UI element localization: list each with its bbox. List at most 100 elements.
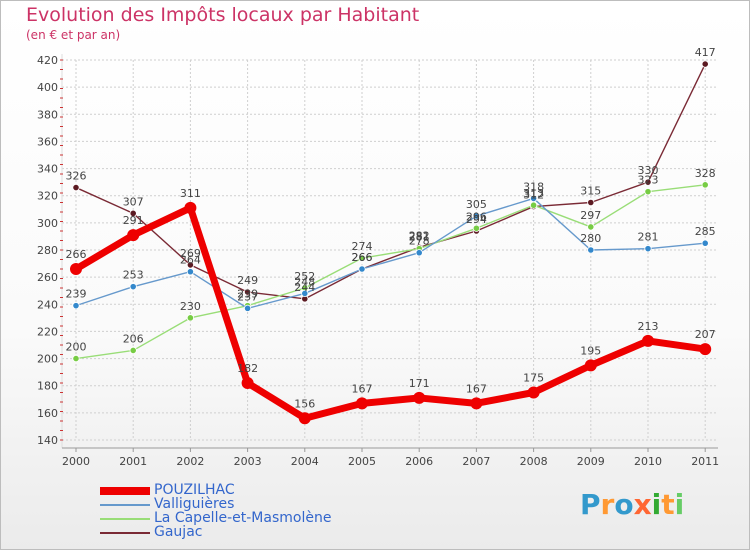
proxiti-logo: Proxiti — [580, 488, 684, 521]
data-label-la-capelle-et-masmol-ne-2010: 323 — [638, 174, 659, 187]
y-tick-label-160: 160 — [37, 407, 58, 420]
chart-title: Evolution des Impôts locaux par Habitant — [26, 4, 420, 26]
logo-letter: r — [600, 488, 615, 521]
x-tick-label-2005: 2005 — [348, 455, 376, 468]
y-tick-label-240: 240 — [37, 298, 58, 311]
data-label-gaujac-2001: 307 — [123, 195, 144, 208]
logo-letter: i — [651, 488, 662, 521]
data-label-valligui-res-2011: 285 — [695, 225, 716, 238]
y-tick-label-180: 180 — [37, 380, 58, 393]
series-line-la-capelle-et-masmol-ne — [75, 184, 706, 360]
series-line-gaujac — [75, 63, 706, 300]
x-tick-label-2010: 2010 — [634, 455, 662, 468]
series-layer — [70, 60, 712, 425]
data-point-valligui-res-2011 — [701, 239, 709, 247]
series-line-pouzilhac — [72, 204, 709, 422]
data-point-pouzilhac-2001 — [127, 229, 140, 242]
x-tick-label-2009: 2009 — [577, 455, 605, 468]
data-label-la-capelle-et-masmol-ne-2004: 252 — [294, 270, 315, 283]
x-tick-label-2006: 2006 — [405, 455, 433, 468]
data-point-valligui-res-2010 — [644, 245, 652, 253]
legend-swatch-valliguieres — [100, 504, 150, 506]
data-point-gaujac-2003 — [244, 288, 252, 296]
data-point-pouzilhac-2009 — [584, 359, 597, 372]
data-label-pouzilhac-2008: 175 — [523, 372, 544, 385]
data-point-valligui-res-2008 — [529, 194, 538, 203]
data-point-gaujac-2000 — [72, 183, 80, 192]
data-label-la-capelle-et-masmol-ne-2009: 297 — [580, 209, 601, 222]
data-label-valligui-res-2005: 266 — [352, 251, 373, 264]
data-point-valligui-res-2000 — [72, 302, 80, 310]
data-label-la-capelle-et-masmol-ne-2008: 313 — [523, 187, 544, 200]
legend-swatch-la-capelle — [100, 518, 150, 520]
y-tick-label-380: 380 — [37, 108, 58, 121]
series-line-valligui-res — [75, 197, 706, 310]
data-point-valligui-res-2003 — [244, 304, 252, 312]
y-tick-label-140: 140 — [37, 434, 58, 447]
legend-swatch-pouzilhac — [100, 487, 150, 495]
y-tick-label-280: 280 — [37, 244, 58, 257]
data-label-pouzilhac-2010: 213 — [638, 320, 659, 333]
legend-label-la-capelle: La Capelle-et-Masmolène — [154, 510, 332, 526]
data-label-valligui-res-2006: 278 — [409, 235, 430, 248]
data-label-gaujac-2008: 312 — [523, 189, 544, 202]
data-point-pouzilhac-2011 — [699, 343, 712, 356]
data-label-gaujac-2003: 249 — [237, 274, 258, 287]
data-point-la-capelle-et-masmol-ne-2002 — [186, 314, 194, 322]
data-point-gaujac-2009 — [587, 198, 595, 207]
data-label-valligui-res-2009: 280 — [580, 232, 601, 245]
data-label-la-capelle-et-masmol-ne-2002: 230 — [180, 300, 201, 313]
data-point-la-capelle-et-masmol-ne-2011 — [701, 181, 709, 189]
data-label-pouzilhac-2000: 266 — [66, 248, 87, 261]
data-label-gaujac-2011: 417 — [695, 46, 716, 59]
y-tick-label-340: 340 — [37, 163, 58, 176]
data-label-gaujac-2006: 282 — [409, 229, 430, 242]
data-label-valligui-res-2001: 253 — [123, 269, 144, 282]
data-point-valligui-res-2001 — [129, 283, 137, 291]
data-point-la-capelle-et-masmol-ne-2008 — [529, 201, 538, 209]
data-point-pouzilhac-2000 — [70, 263, 82, 275]
data-label-la-capelle-et-masmol-ne-2005: 274 — [352, 240, 373, 253]
data-label-pouzilhac-2005: 167 — [352, 382, 373, 395]
data-point-pouzilhac-2006 — [413, 391, 426, 404]
x-tick-label-2002: 2002 — [176, 455, 204, 468]
data-label-la-capelle-et-masmol-ne-2000: 200 — [66, 341, 87, 354]
axis-layer: 140 160 180 200 220 240 260 280 300 320 340 360 380 4… — [37, 54, 719, 468]
data-point-gaujac-2001 — [129, 209, 137, 217]
data-point-la-capelle-et-masmol-ne-2009 — [587, 223, 595, 231]
data-label-gaujac-2004: 244 — [294, 281, 315, 294]
data-label-layer: 326 307 269 249 244 266 282 294 312 315 330 417 200 2… — [66, 46, 716, 410]
data-point-gaujac-2011 — [701, 60, 709, 68]
data-point-valligui-res-2006 — [415, 249, 423, 257]
data-label-gaujac-2000: 326 — [66, 170, 87, 183]
data-point-la-capelle-et-masmol-ne-2005 — [358, 254, 366, 262]
data-point-pouzilhac-2002 — [184, 201, 197, 214]
data-label-pouzilhac-2007: 167 — [466, 382, 487, 395]
data-label-gaujac-2007: 294 — [466, 213, 487, 226]
y-tick-label-420: 420 — [37, 54, 58, 67]
y-tick-label-320: 320 — [37, 190, 58, 203]
data-label-pouzilhac-2009: 195 — [580, 344, 601, 357]
y-tick-label-300: 300 — [37, 217, 58, 230]
legend-label-gaujac: Gaujac — [154, 524, 203, 540]
data-point-la-capelle-et-masmol-ne-2000 — [72, 354, 80, 363]
data-point-pouzilhac-2005 — [356, 397, 368, 410]
logo-letter: t — [661, 488, 675, 521]
x-tick-label-2007: 2007 — [462, 455, 490, 468]
data-label-valligui-res-2000: 239 — [66, 288, 87, 301]
y-tick-label-260: 260 — [37, 271, 58, 284]
x-tick-label-2000: 2000 — [62, 455, 90, 468]
logo-letter: i — [674, 488, 685, 521]
data-point-valligui-res-2004 — [301, 289, 309, 298]
data-label-pouzilhac-2006: 171 — [409, 377, 430, 390]
data-point-la-capelle-et-masmol-ne-2007 — [472, 224, 480, 232]
x-tick-label-2004: 2004 — [291, 455, 319, 468]
data-point-la-capelle-et-masmol-ne-2001 — [129, 346, 137, 355]
data-label-valligui-res-2007: 305 — [466, 198, 487, 211]
logo-letter: o — [614, 488, 634, 521]
data-point-pouzilhac-2008 — [527, 386, 540, 399]
data-label-pouzilhac-2011: 207 — [695, 328, 716, 341]
data-label-pouzilhac-2004: 156 — [294, 397, 315, 410]
